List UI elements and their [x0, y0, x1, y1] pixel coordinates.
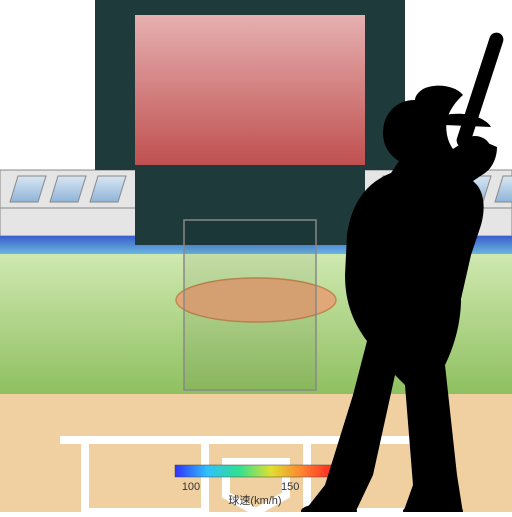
speed-tick-label: 100: [182, 481, 200, 493]
scoreboard-screen: [135, 15, 365, 165]
speed-tick-label: 150: [281, 481, 299, 493]
scene-svg: 100 150球速(km/h): [0, 0, 512, 512]
speed-colorbar: [175, 465, 335, 477]
strike-zone: [184, 220, 316, 390]
speed-axis-label: 球速(km/h): [228, 493, 281, 507]
pitch-location-diagram: 100 150球速(km/h): [0, 0, 512, 512]
